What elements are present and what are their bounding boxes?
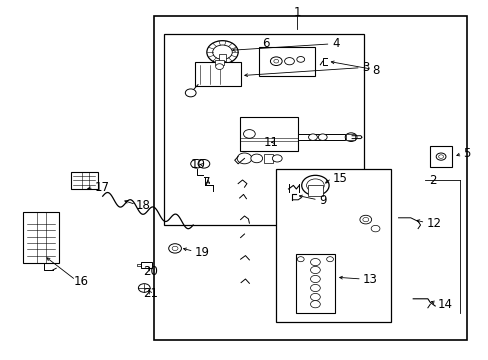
Circle shape: [438, 155, 443, 158]
Text: 4: 4: [332, 37, 339, 50]
Bar: [239, 117, 298, 151]
Circle shape: [435, 153, 445, 160]
Text: 5: 5: [462, 147, 469, 160]
Circle shape: [172, 246, 178, 251]
Circle shape: [310, 284, 320, 292]
Bar: [429, 146, 451, 167]
Circle shape: [190, 159, 202, 168]
Bar: [215, 60, 224, 65]
Bar: [276, 169, 390, 322]
Text: 12: 12: [426, 217, 441, 230]
Text: 6: 6: [262, 37, 269, 50]
Circle shape: [310, 266, 320, 274]
Circle shape: [263, 139, 272, 146]
Circle shape: [326, 257, 333, 262]
Circle shape: [362, 217, 368, 222]
Text: 2: 2: [428, 174, 436, 186]
Text: 9: 9: [318, 194, 325, 207]
Circle shape: [265, 140, 270, 144]
Circle shape: [270, 57, 282, 66]
Text: 8: 8: [372, 64, 379, 77]
Bar: [298, 134, 344, 140]
Bar: [259, 47, 315, 76]
Circle shape: [168, 244, 181, 253]
Text: 1: 1: [293, 6, 301, 19]
Circle shape: [138, 284, 150, 292]
Text: 18: 18: [136, 199, 150, 212]
Circle shape: [297, 257, 304, 262]
Bar: [346, 134, 354, 140]
Bar: [141, 262, 151, 268]
Text: 3: 3: [361, 61, 368, 74]
Circle shape: [215, 64, 223, 69]
Text: 21: 21: [142, 287, 158, 300]
Text: 10: 10: [190, 158, 205, 171]
Circle shape: [284, 58, 294, 65]
Bar: [295, 254, 334, 313]
Bar: [307, 185, 322, 196]
Text: 20: 20: [143, 265, 158, 278]
Bar: [71, 172, 98, 189]
Circle shape: [310, 275, 320, 283]
Circle shape: [310, 258, 320, 266]
Circle shape: [185, 89, 196, 97]
Text: 17: 17: [94, 181, 109, 194]
Circle shape: [198, 159, 209, 168]
Circle shape: [273, 59, 278, 63]
Circle shape: [345, 133, 356, 141]
Text: 19: 19: [194, 246, 209, 258]
Circle shape: [206, 41, 238, 64]
Bar: [264, 154, 272, 163]
Circle shape: [250, 154, 262, 163]
Text: 11: 11: [264, 136, 279, 149]
Bar: [163, 34, 364, 225]
Circle shape: [296, 57, 304, 62]
Circle shape: [243, 130, 255, 138]
Circle shape: [310, 301, 320, 308]
Text: 7: 7: [203, 176, 210, 189]
Circle shape: [306, 179, 324, 192]
Bar: [219, 54, 225, 61]
Circle shape: [301, 175, 328, 195]
Text: 15: 15: [332, 172, 346, 185]
Bar: [194, 62, 241, 86]
Text: 14: 14: [437, 298, 452, 311]
Circle shape: [310, 293, 320, 301]
Text: 13: 13: [362, 273, 377, 286]
Circle shape: [212, 45, 232, 59]
Bar: [23, 212, 59, 263]
Circle shape: [237, 153, 251, 164]
Circle shape: [272, 155, 282, 162]
Circle shape: [308, 134, 317, 140]
Circle shape: [359, 215, 371, 224]
Circle shape: [318, 134, 326, 140]
Bar: [154, 16, 466, 340]
Circle shape: [370, 225, 379, 232]
Text: 16: 16: [73, 275, 88, 288]
